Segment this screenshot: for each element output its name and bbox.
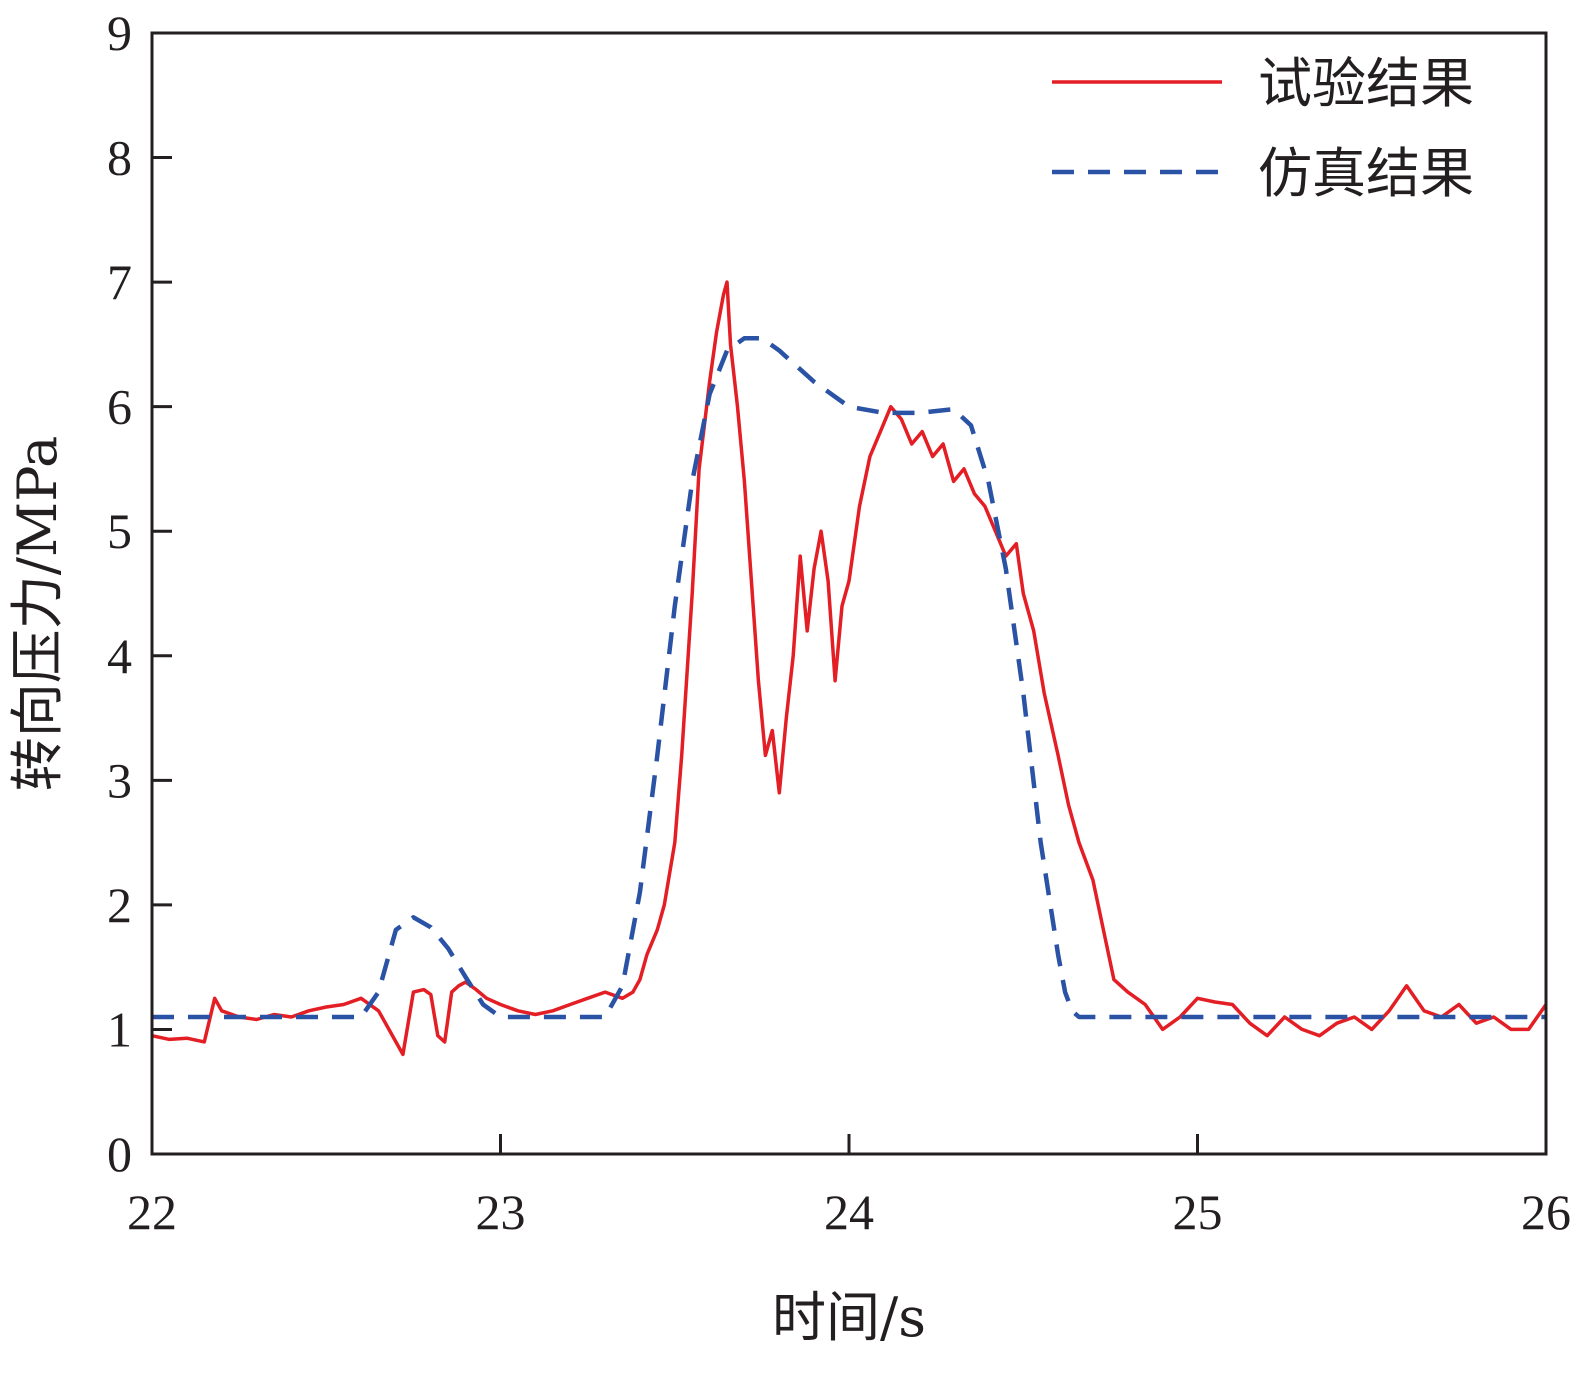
y-tick-label: 5 xyxy=(107,503,132,559)
y-tick-label: 6 xyxy=(107,379,132,435)
plot-frame xyxy=(150,31,1548,1156)
x-tick-label: 25 xyxy=(1173,1184,1223,1240)
y-axis-label: 转向压力/MPa xyxy=(6,436,69,792)
legend: 试验结果 仿真结果 xyxy=(1052,52,1474,205)
y-tick-label: 4 xyxy=(107,628,132,684)
series-line-test xyxy=(151,280,1548,1057)
x-tick-label: 22 xyxy=(127,1184,177,1240)
y-tick-label: 2 xyxy=(107,877,132,933)
x-axis-label: 时间/s xyxy=(772,1286,926,1349)
legend-label-simulation: 仿真结果 xyxy=(1258,142,1474,205)
series-line-simulation xyxy=(152,335,1546,1020)
x-tick-label: 24 xyxy=(824,1184,874,1240)
y-tick-label: 0 xyxy=(107,1126,132,1182)
y-tick-label: 9 xyxy=(107,5,132,61)
y-tick-label: 3 xyxy=(107,752,132,808)
y-tick-label: 8 xyxy=(107,130,132,186)
y-tick-label: 7 xyxy=(107,254,132,310)
x-tick-label: 23 xyxy=(476,1184,526,1240)
series-layer xyxy=(151,280,1548,1057)
y-tick-label: 1 xyxy=(107,1001,132,1057)
x-tick-label: 26 xyxy=(1521,1184,1571,1240)
legend-label-test: 试验结果 xyxy=(1258,52,1474,115)
